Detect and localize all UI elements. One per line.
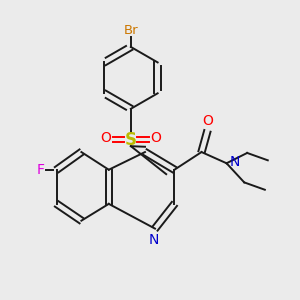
- Text: N: N: [230, 155, 241, 169]
- Text: F: F: [37, 163, 44, 177]
- Text: Br: Br: [124, 24, 138, 37]
- Text: O: O: [202, 114, 213, 128]
- Text: N: N: [148, 233, 159, 248]
- Text: O: O: [151, 131, 161, 145]
- Text: O: O: [100, 131, 111, 145]
- Text: S: S: [125, 131, 137, 149]
